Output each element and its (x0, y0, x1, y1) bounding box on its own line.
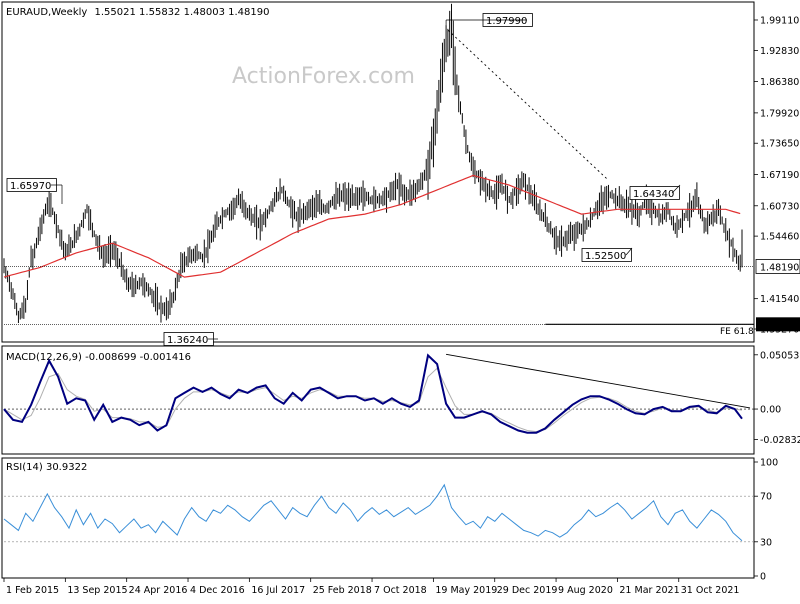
price-tick-label: 1.99110 (760, 15, 799, 26)
price-tick-label: 1.41540 (760, 294, 799, 305)
ohlc-values: 1.55021 1.55832 1.48003 1.48190 (95, 7, 270, 18)
rsi-layer (3, 483, 754, 543)
x-tick-label: 9 Aug 2020 (558, 585, 613, 596)
x-tick-label: 7 Oct 2018 (374, 585, 427, 596)
macd-tick-label: 0.05053 (760, 350, 799, 361)
fe-price-box (756, 317, 800, 332)
watermark: ActionForex.com (232, 64, 415, 89)
rsi-tick-label: 100 (760, 458, 778, 469)
macd-tick-label: 0.00 (760, 405, 781, 416)
left-high-annotation-label: 1.65970 (10, 181, 51, 192)
mid-low-annotation-box (581, 248, 632, 262)
macd-panel-frame (1, 345, 755, 455)
macd-layer (3, 353, 754, 434)
rsi-tick-label: 30 (760, 537, 772, 548)
x-tick-label: 25 Feb 2018 (313, 585, 372, 596)
x-tick-label: 29 Dec 2019 (497, 585, 558, 596)
sma-line (3, 174, 741, 278)
price-tick-label: 1.60730 (760, 201, 799, 212)
x-tick-label: 1 Feb 2015 (6, 585, 59, 596)
price-tick-label: 1.67190 (760, 170, 799, 181)
mid-high-leader (671, 184, 681, 194)
fe-label: FE 61.8 (720, 327, 754, 337)
rsi-tick-label: 70 (760, 492, 772, 503)
mid-low-leader (625, 247, 633, 256)
macd-signal-line (3, 367, 743, 433)
rsi-line (3, 483, 743, 542)
x-tick-label: 19 May 2019 (435, 585, 497, 596)
macd-header: MACD(12,26,9) -0.008699 -0.001416 (6, 352, 191, 363)
price-tick-label: 1.86380 (760, 77, 799, 88)
price-layer (3, 3, 754, 325)
rsi-panel-frame (1, 457, 755, 579)
x-tick-label: 24 Apr 2016 (129, 585, 188, 596)
annotation-layer: 1.97990 1.65970 1.36240 1.64340 1.52500 FE 61… (6, 13, 754, 346)
symbol-name: EURAUD,Weekly (6, 7, 87, 18)
rsi-header: RSI(14) 30.9322 (6, 462, 87, 473)
x-tick-label: 21 Mar 2021 (619, 585, 679, 596)
price-trendline (447, 29, 609, 181)
mid-low-annotation-label: 1.52500 (585, 251, 626, 262)
mid-high-annotation-box (629, 186, 680, 200)
macd-tick-label: -0.028323 (760, 435, 800, 446)
price-tick-label: 1.54460 (760, 232, 799, 243)
x-tick-label: 13 Sep 2015 (67, 585, 127, 596)
fe-price-label: 1.36240 (760, 320, 799, 331)
price-tick-label: 1.79920 (760, 108, 799, 119)
x-tick-label: 31 Oct 2021 (681, 585, 740, 596)
x-tick-label: 4 Dec 2016 (190, 585, 245, 596)
price-tick-label: 1.73650 (760, 139, 799, 150)
price-tick-label: 1.92830 (760, 46, 799, 57)
macd-line (3, 353, 743, 434)
macd-trendline (445, 353, 751, 409)
rsi-tick-label: 0 (760, 572, 766, 583)
symbol-header: EURAUD,Weekly 1.55021 1.55832 1.48003 1.… (6, 7, 269, 18)
high-annotation-label: 1.97990 (486, 16, 527, 27)
mid-high-annotation-label: 1.64340 (633, 189, 674, 200)
last-price-label: 1.48190 (760, 262, 799, 273)
x-tick-label: 16 Jul 2017 (251, 585, 305, 596)
last-price-box (755, 259, 800, 274)
low-annotation-label: 1.36240 (167, 335, 208, 346)
main-panel-frame (1, 1, 755, 343)
axis-layer: 1.99110 1.92830 1.86380 1.79920 1.73650 1.671… (3, 15, 800, 596)
